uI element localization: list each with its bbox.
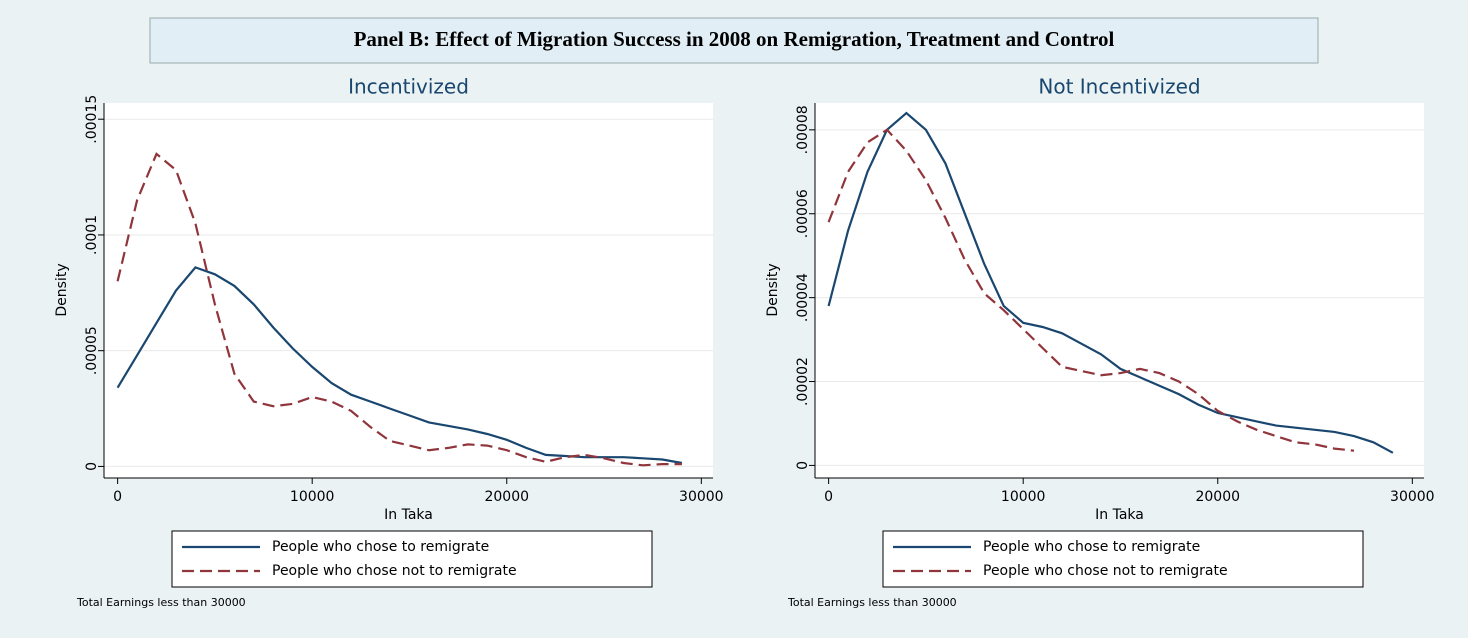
plot-area [104, 103, 713, 478]
y-axis-label: Density [54, 263, 70, 316]
y-tick-label: 0 [795, 461, 811, 470]
legend-label: People who chose not to remigrate [983, 563, 1228, 579]
legend-label: People who chose to remigrate [983, 539, 1200, 555]
note: Total Earnings less than 30000 [787, 596, 957, 609]
y-tick-label: .00006 [795, 189, 811, 238]
legend-label: People who chose to remigrate [272, 539, 489, 555]
y-tick-label: 0 [84, 462, 100, 471]
x-tick-label: 20000 [484, 489, 529, 505]
y-axis-label: Density [765, 263, 781, 316]
y-tick-label: .00015 [84, 95, 100, 144]
y-tick-label: .00005 [84, 326, 100, 375]
title-box [149, 17, 1319, 64]
series-line [116, 266, 683, 465]
x-axis-label: In Taka [1095, 507, 1144, 523]
x-tick-label: 0 [824, 489, 833, 505]
y-tick-label: .00008 [795, 105, 811, 154]
y-tick-label: .0001 [84, 215, 100, 255]
x-tick-label: 10000 [290, 489, 335, 505]
y-tick-label: .00004 [795, 273, 811, 322]
series-line [827, 111, 1394, 454]
plot-area [815, 103, 1424, 478]
x-tick-label: 10000 [1001, 489, 1046, 505]
series-line [827, 128, 1355, 452]
chart-title: Not Incentivized [1038, 75, 1200, 99]
legend-box [171, 530, 653, 588]
note: Total Earnings less than 30000 [76, 596, 246, 609]
x-axis-label: In Taka [384, 507, 433, 523]
y-tick-label: .00002 [795, 357, 811, 406]
x-tick-label: 0 [113, 489, 122, 505]
legend-label: People who chose not to remigrate [272, 563, 517, 579]
series-line [116, 152, 682, 467]
x-tick-label: 20000 [1195, 489, 1240, 505]
legend-box [882, 530, 1364, 588]
x-tick-label: 30000 [679, 489, 724, 505]
chart-title: Incentivized [348, 75, 469, 99]
x-tick-label: 30000 [1390, 489, 1435, 505]
panel-title: Panel B: Effect of Migration Success in … [354, 27, 1115, 51]
